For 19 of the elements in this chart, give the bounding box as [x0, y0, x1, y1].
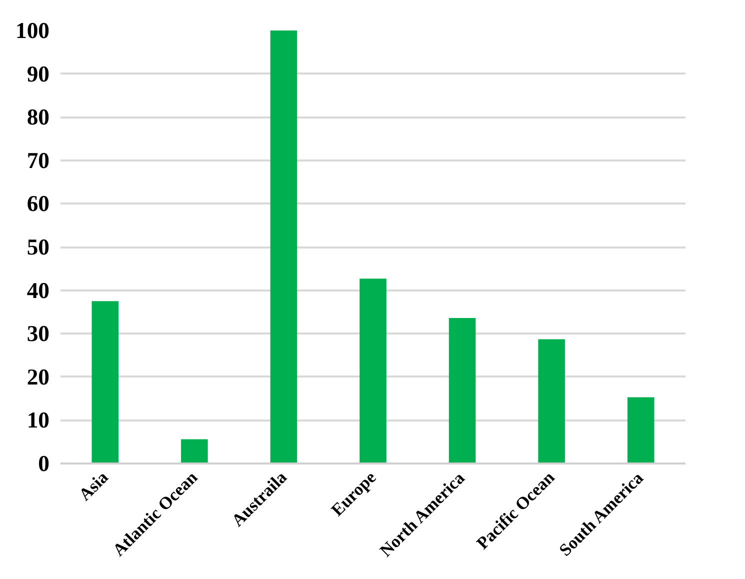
y-tick-label: 50	[26, 234, 50, 260]
bar	[270, 30, 298, 464]
y-tick-label: 60	[26, 191, 50, 216]
y-tick-label: 100	[16, 18, 50, 43]
bar	[181, 439, 208, 464]
bar	[448, 318, 476, 464]
bar	[627, 397, 654, 464]
y-tick-label: 30	[26, 321, 50, 346]
bar	[92, 301, 119, 464]
bar	[360, 278, 386, 464]
y-tick-label: 0	[38, 451, 50, 476]
y-tick-label: 10	[26, 408, 50, 433]
y-tick-label: 70	[26, 148, 50, 173]
y-tick-label: 90	[26, 61, 50, 86]
y-tick-label: 80	[26, 104, 50, 130]
y-tick-label: 40	[26, 278, 50, 303]
bar	[538, 339, 565, 464]
x-tick-label: Asia	[75, 468, 112, 504]
y-tick-label: 20	[26, 364, 50, 390]
